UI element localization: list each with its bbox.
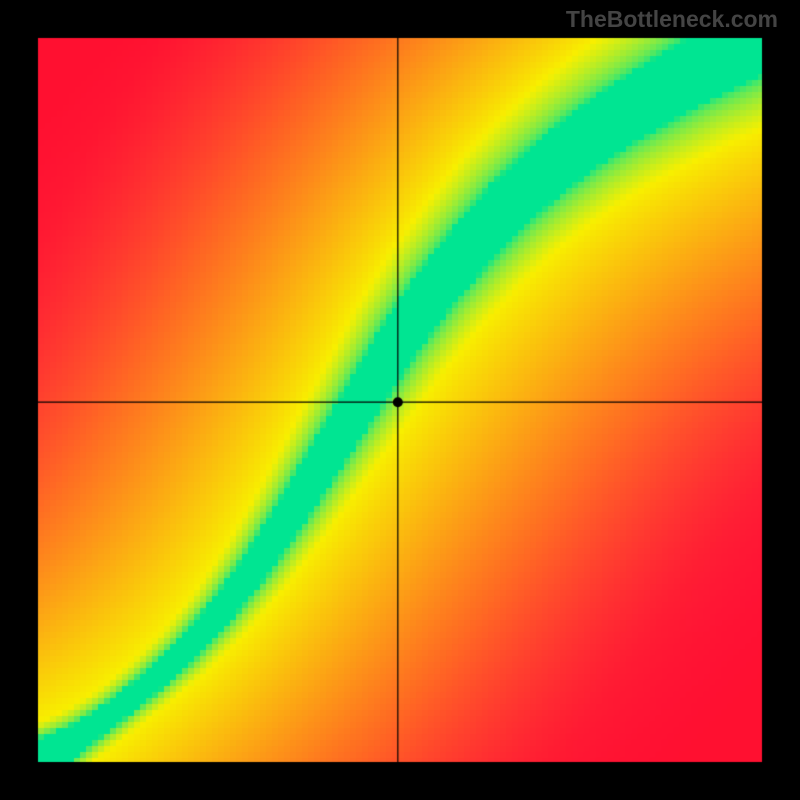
chart-container: TheBottleneck.com [0,0,800,800]
watermark-text: TheBottleneck.com [566,6,778,33]
bottleneck-heatmap [0,0,800,800]
